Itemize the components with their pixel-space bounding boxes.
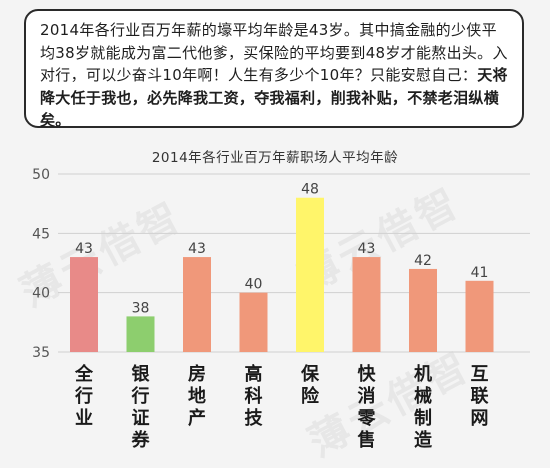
data-label: 43: [75, 241, 93, 257]
data-label: 41: [471, 265, 489, 281]
bar: [239, 292, 268, 352]
x-tick-label: 保险: [301, 364, 319, 407]
x-tick-label: 高科技: [244, 364, 263, 429]
y-tick-label: 50: [32, 167, 50, 183]
y-tick-label: 40: [32, 286, 50, 302]
x-tick-label: 银行证券: [131, 364, 150, 451]
x-tick-label: 快消零售: [357, 364, 376, 451]
bar: [296, 197, 324, 352]
data-label: 38: [132, 300, 150, 316]
bar: [465, 280, 494, 352]
bar: [409, 268, 437, 352]
data-label: 40: [245, 277, 263, 293]
bar: [126, 316, 155, 352]
x-tick-label: 全行业: [75, 364, 93, 429]
x-tick-label: 互联网: [470, 364, 489, 429]
bar: [352, 257, 381, 352]
data-label: 42: [414, 253, 432, 269]
bar: [183, 257, 211, 352]
note-box: 2014年各行业百万年薪的壕平均年龄是43岁。其中搞金融的少侠平均38岁就能成为…: [24, 9, 524, 129]
note-highlight: 天将降大任于我也，必先降我工资，夺我福利，削我补贴，不禁老泪纵横矣。: [40, 66, 508, 129]
chart-title: 2014年各行业百万年薪职场人平均年龄: [151, 150, 399, 166]
x-tick-label: 房地产: [188, 364, 206, 429]
y-tick-label: 45: [32, 226, 50, 242]
data-label: 48: [301, 182, 319, 198]
note-text: 2014年各行业百万年薪的壕平均年龄是43岁。其中搞金融的少侠平均38岁就能成为…: [40, 21, 508, 84]
x-tick-label: 机械制造: [414, 364, 432, 451]
y-tick-label: 35: [32, 345, 50, 361]
data-label: 43: [358, 241, 376, 257]
bar: [70, 257, 98, 352]
data-label: 43: [188, 241, 206, 257]
